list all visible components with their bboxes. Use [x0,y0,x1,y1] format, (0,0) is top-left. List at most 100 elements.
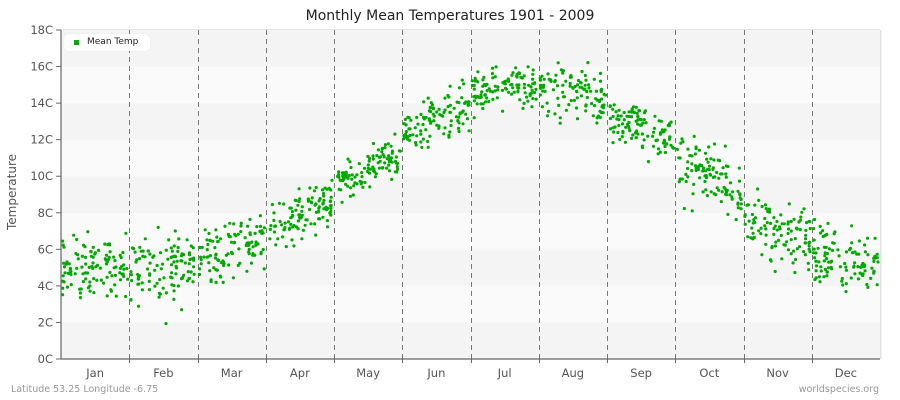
data-point [239,224,243,228]
data-point [308,186,312,190]
x-tick-label: Mar [221,366,243,380]
data-point [866,253,870,257]
data-point [330,178,334,182]
data-point [571,86,575,90]
data-point [719,172,723,176]
data-point [703,174,707,178]
data-point [764,233,768,237]
data-point [460,96,464,100]
data-point [321,191,326,196]
data-point [347,174,351,178]
data-point [538,93,543,97]
data-point [503,79,507,83]
data-point [174,272,178,276]
data-point [583,87,587,91]
data-point [665,142,669,146]
data-point [479,93,483,97]
data-point [170,283,174,287]
data-point [146,249,150,253]
data-point [226,232,230,236]
data-point [270,202,274,207]
data-point [504,87,508,91]
data-point [787,227,791,231]
data-point [395,165,399,169]
data-point [678,177,682,181]
data-point [209,280,213,284]
data-point [652,130,656,134]
data-point [245,269,249,273]
data-point [346,157,350,161]
data-point [692,134,696,138]
data-point [328,199,332,204]
data-point [472,116,476,120]
data-point [510,92,514,96]
data-point [756,187,760,191]
data-point [64,262,68,266]
data-point [78,291,82,295]
data-point [62,280,66,284]
data-point [454,115,458,119]
data-point [91,245,95,249]
y-tick-label: 12C [30,133,53,147]
data-point [447,95,451,99]
data-point [662,141,667,145]
data-point [84,262,88,266]
data-point [821,229,825,233]
data-point [643,111,647,115]
data-point [455,100,459,104]
data-point [703,169,708,173]
data-point [164,248,168,252]
data-point [88,280,92,284]
data-point [598,71,603,75]
data-point [587,83,591,87]
grid-band [61,176,880,213]
data-point [751,231,755,235]
y-tick-label: 16C [30,60,53,74]
data-point [617,108,621,112]
data-point [398,149,402,153]
data-point [262,267,266,271]
data-point [340,171,345,175]
data-point [739,207,743,211]
data-point [112,266,116,270]
data-point [844,265,848,269]
data-point [443,108,447,112]
data-point [534,87,538,91]
data-point [686,160,690,164]
data-point [463,101,467,105]
data-point [148,252,152,256]
data-point [422,100,426,104]
data-point [374,172,378,176]
data-point [717,176,721,180]
data-point [520,76,525,80]
data-point [214,228,218,232]
data-point [559,68,564,72]
data-point [630,115,634,119]
data-point [243,236,247,240]
data-point [616,114,620,118]
data-point [611,114,615,119]
data-point [348,160,352,164]
data-point [667,137,672,141]
data-point [368,167,372,171]
data-point [219,237,223,241]
data-point [752,218,756,222]
data-point [779,233,783,238]
data-point [135,258,139,262]
data-point [388,158,392,162]
data-point [708,173,713,177]
data-point [697,148,702,152]
data-point [164,322,168,326]
data-point [757,229,761,233]
data-point [587,86,591,90]
data-point [232,222,236,226]
data-point [248,217,252,221]
x-tick-label: Jan [85,366,104,380]
data-point [187,262,191,266]
data-point [584,109,588,113]
data-point [65,285,69,289]
data-point [296,219,301,223]
data-point [75,266,79,270]
data-point [290,215,294,219]
data-point [564,79,568,83]
